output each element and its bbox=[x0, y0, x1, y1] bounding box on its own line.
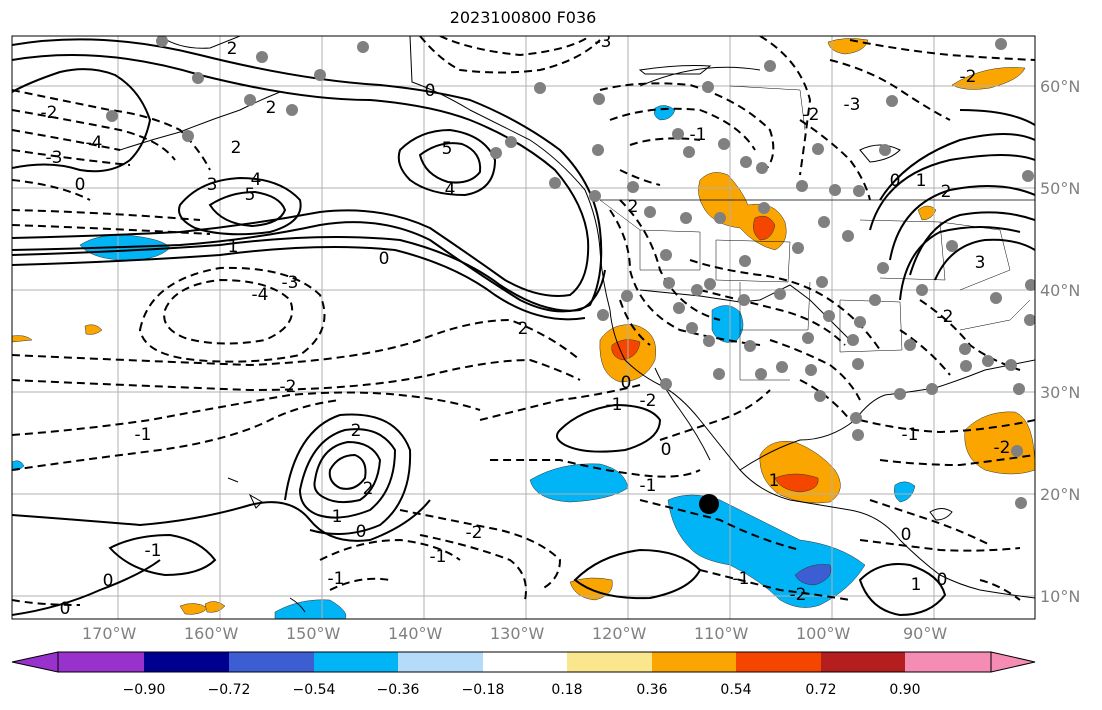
contour-label: 2 bbox=[363, 479, 374, 499]
contour-label: -1 bbox=[902, 425, 919, 445]
contour-label: 2 bbox=[351, 421, 362, 441]
contour-label: 3 bbox=[207, 175, 218, 195]
contour-label: 2 bbox=[266, 98, 277, 118]
contour-label: -2 bbox=[790, 585, 807, 605]
colorbar-tick-label: 0.36 bbox=[636, 682, 667, 698]
colorbar-bin bbox=[652, 652, 736, 672]
contour-label: -1 bbox=[135, 425, 152, 445]
contour-label: 1 bbox=[228, 237, 239, 257]
lat-label: 30°N bbox=[1040, 383, 1080, 402]
highlighted-station-dot bbox=[699, 494, 719, 514]
lat-label: 20°N bbox=[1040, 485, 1080, 504]
colorbar-tick-label: −0.72 bbox=[208, 682, 251, 698]
contour-label: -1 bbox=[328, 569, 345, 589]
negative-anomaly-area bbox=[712, 305, 743, 342]
map-figure: 2 -3 -2 0 -2 2 2 3 4 5 5 4 1 0 -3 -4 -2 … bbox=[0, 0, 1102, 710]
lon-label: 140°W bbox=[388, 624, 442, 643]
contour-label: 0 bbox=[621, 373, 632, 393]
contour-label: 5 bbox=[245, 185, 256, 205]
lon-label: 170°W bbox=[82, 624, 136, 643]
contour-label: 0 bbox=[661, 440, 672, 460]
contour-label: 0 bbox=[379, 249, 390, 269]
contour-label: -2 bbox=[280, 377, 297, 397]
lat-label: 40°N bbox=[1040, 281, 1080, 300]
contour-label: 2 bbox=[231, 138, 242, 158]
colorbar-tick-label: −0.90 bbox=[123, 682, 166, 698]
colorbar-tick-label: 0.90 bbox=[889, 682, 920, 698]
contour-label: -4 bbox=[252, 285, 269, 305]
colorbar-bin bbox=[567, 652, 652, 672]
lon-label: 160°W bbox=[184, 624, 238, 643]
colorbar-tick-label: 0.18 bbox=[551, 682, 582, 698]
contour-label: 0 bbox=[901, 525, 912, 545]
colorbar-bin bbox=[314, 652, 398, 672]
lat-label: 10°N bbox=[1040, 587, 1080, 606]
contour-label: 2 bbox=[941, 182, 952, 202]
contour-label: -2 bbox=[803, 105, 820, 125]
colorbar-bin bbox=[58, 652, 144, 672]
contour-label: 0 bbox=[103, 571, 114, 591]
lon-label: 150°W bbox=[286, 624, 340, 643]
contour-label: 1 bbox=[916, 171, 927, 191]
colorbar-bin bbox=[483, 652, 567, 672]
colorbar-tick-label: 0.54 bbox=[720, 682, 751, 698]
contour-label: 0 bbox=[75, 175, 86, 195]
contour-label: -1 bbox=[690, 125, 707, 145]
colorbar-bin bbox=[736, 652, 821, 672]
lon-label: 100°W bbox=[796, 624, 850, 643]
contour-label: -2 bbox=[41, 103, 58, 123]
lon-label: 90°W bbox=[903, 624, 947, 643]
contour-label: 0 bbox=[890, 171, 901, 191]
contour-label: -2 bbox=[994, 438, 1011, 458]
contour-label: 2 bbox=[518, 319, 529, 339]
colorbar-upper-extension bbox=[991, 652, 1035, 672]
colorbar-bin bbox=[144, 652, 229, 672]
contour-label: -2 bbox=[937, 307, 954, 327]
contour-label: 0 bbox=[425, 81, 436, 101]
contour-label: -1 bbox=[640, 476, 657, 496]
contour-label: 1 bbox=[332, 507, 343, 527]
contour-label: 1 bbox=[769, 471, 780, 491]
contour-label: -1 bbox=[606, 395, 623, 415]
contour-label: -2 bbox=[960, 67, 977, 87]
contour-label: 0 bbox=[937, 570, 948, 590]
contour-label: 2 bbox=[628, 197, 639, 217]
lon-label: 110°W bbox=[694, 624, 748, 643]
lat-label: 50°N bbox=[1040, 179, 1080, 198]
colorbar-bin bbox=[821, 652, 905, 672]
colorbar-tick-label: −0.18 bbox=[462, 682, 505, 698]
contour-label: 5 bbox=[442, 139, 453, 159]
contour-label: -4 bbox=[86, 133, 103, 153]
contour-label: 0 bbox=[356, 522, 367, 542]
colorbar-lower-extension bbox=[12, 652, 58, 672]
contour-label: 4 bbox=[445, 180, 456, 200]
contour-label: -1 bbox=[430, 547, 447, 567]
colorbar-tick-label: −0.54 bbox=[293, 682, 336, 698]
contour-label: 1 bbox=[911, 575, 922, 595]
contour-label: -2 bbox=[466, 523, 483, 543]
contour-label: 0 bbox=[60, 599, 71, 619]
lat-label: 60°N bbox=[1040, 77, 1080, 96]
lon-label: 130°W bbox=[490, 624, 544, 643]
contour-label: -3 bbox=[282, 273, 299, 293]
colorbar-bin bbox=[229, 652, 314, 672]
contour-label: -3 bbox=[844, 95, 861, 115]
contour-label: -2 bbox=[640, 391, 657, 411]
contour-label: -1 bbox=[145, 541, 162, 561]
contour-label: -3 bbox=[46, 148, 63, 168]
colorbar-tick-label: 0.72 bbox=[805, 682, 836, 698]
lon-label: 120°W bbox=[592, 624, 646, 643]
contour-label: -3 bbox=[595, 32, 612, 52]
colorbar bbox=[12, 652, 1035, 672]
contour-label: -1 bbox=[733, 569, 750, 589]
colorbar-bin bbox=[905, 652, 991, 672]
contour-label: 3 bbox=[975, 253, 986, 273]
colorbar-bin bbox=[398, 652, 483, 672]
contour-label: 2 bbox=[227, 39, 238, 59]
colorbar-tick-label: −0.36 bbox=[377, 682, 420, 698]
